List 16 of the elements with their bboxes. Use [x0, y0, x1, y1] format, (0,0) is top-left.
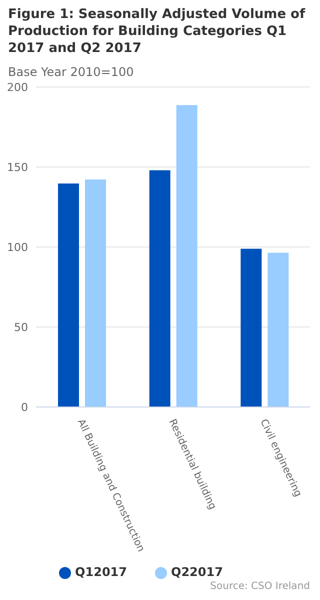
bar [58, 183, 79, 407]
chart-subtitle: Base Year 2010=100 [7, 64, 135, 79]
y-tick-label: 50 [14, 320, 28, 334]
bar [85, 179, 106, 407]
bar [268, 252, 289, 407]
y-tick-label: 150 [7, 160, 28, 174]
bar [240, 248, 262, 407]
y-tick-label: 100 [7, 240, 28, 254]
y-tick-label: 0 [21, 400, 28, 414]
y-tick-label: 200 [7, 80, 28, 94]
legend-label: Q22017 [171, 565, 223, 579]
chart-title: Figure 1: Seasonally Adjusted Volume of Production for Building Categories Q1 2017 and Q2 2017 [7, 6, 306, 57]
bar [176, 105, 198, 407]
source-note: Source: CSO Ireland [209, 580, 311, 592]
legend-label: Q12017 [75, 565, 127, 579]
bar [149, 170, 170, 407]
